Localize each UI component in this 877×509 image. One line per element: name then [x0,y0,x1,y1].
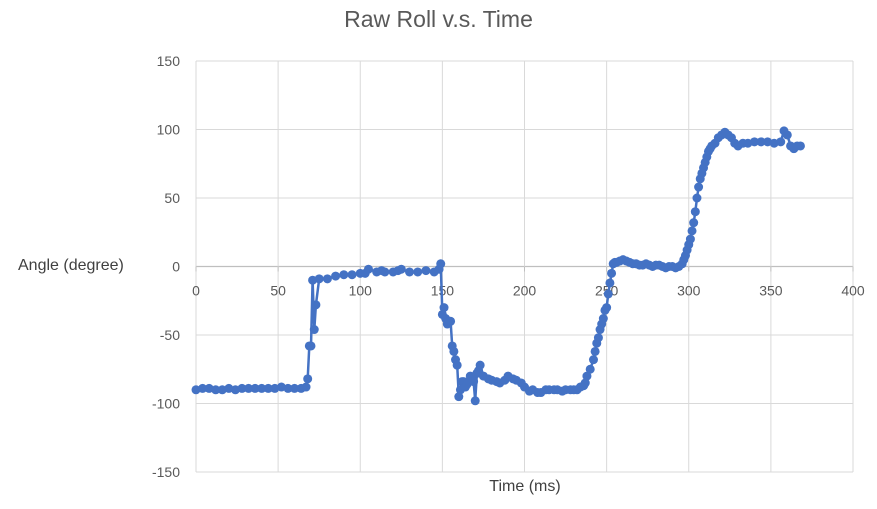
data-point [380,267,390,277]
data-point [685,234,695,244]
y-tick-label: -100 [152,396,180,412]
data-point [782,130,792,140]
data-point [303,374,313,384]
data-point [257,383,267,393]
y-tick-label: 0 [172,259,180,275]
data-point [602,303,612,313]
y-tick-label: 150 [157,53,181,69]
data-point [436,259,446,269]
y-axis-title: Angle (degree) [18,257,124,274]
data-point [694,182,704,192]
data-point [446,316,456,326]
data-point [314,274,324,284]
data-point [692,193,702,203]
x-tick-label: 200 [513,283,537,299]
data-point [396,264,406,274]
data-point [580,378,590,388]
data-point [690,207,700,217]
data-point [405,267,415,277]
y-tick-label: 50 [164,190,180,206]
chart-title: Raw Roll v.s. Time [344,6,533,32]
data-point [776,137,786,147]
y-tick-label: -50 [160,327,180,343]
data-point [211,385,221,395]
data-point [413,267,423,277]
data-point [689,218,699,228]
data-point [250,383,260,393]
data-point [331,271,341,281]
data-point [470,396,480,406]
data-point [452,360,462,370]
data-point [585,364,595,374]
x-tick-label: 400 [841,283,865,299]
data-point [283,383,293,393]
x-tick-label: 350 [759,283,783,299]
data-point [590,346,600,356]
data-point [322,274,332,284]
gridlines [195,60,854,473]
data-point [687,226,697,236]
x-tick-label: 50 [270,283,286,299]
data-point [598,314,608,324]
data-point [237,383,247,393]
data-point [603,289,613,299]
series-line [195,129,801,403]
data-point [449,346,459,356]
data-point [593,333,603,343]
data-point [263,383,273,393]
data-point [363,264,373,274]
y-tick-label: -150 [152,464,180,480]
data-point [469,377,479,387]
data-point [439,303,449,313]
data-point [475,360,485,370]
data-point [311,300,321,310]
data-point [309,325,319,335]
data-point [301,382,311,392]
data-point [756,137,766,147]
data-point [244,383,254,393]
data-point [339,270,349,280]
data-point [290,383,300,393]
series-roll [191,126,805,406]
data-point [605,278,615,288]
data-point [749,137,759,147]
data-point [454,392,464,402]
x-tick-label: 100 [349,283,373,299]
data-point [421,266,431,276]
x-tick-label: 300 [677,283,701,299]
data-point [795,141,805,151]
data-point [347,270,357,280]
data-point [582,371,592,381]
data-point [198,383,208,393]
x-tick-label: 0 [192,283,200,299]
data-point [588,355,598,365]
y-tick-label: 100 [157,122,181,138]
data-point [607,268,617,278]
data-point [306,341,316,351]
x-axis-title: Time (ms) [489,478,561,495]
